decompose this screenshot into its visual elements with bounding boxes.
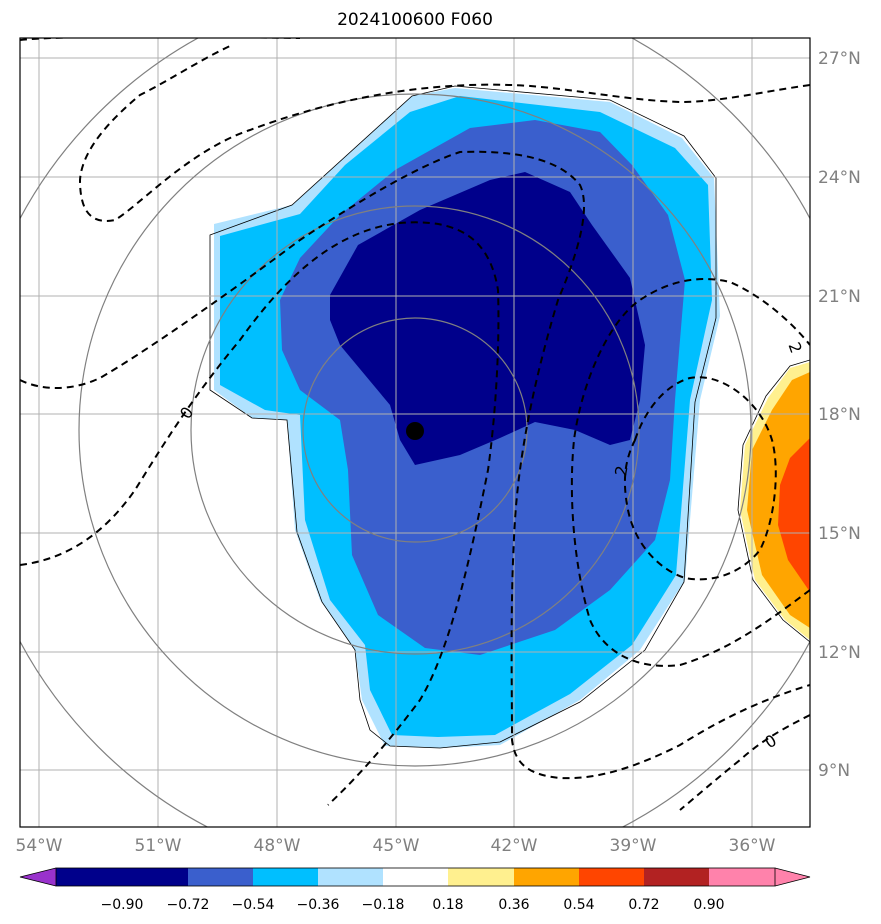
lon-label: 54°W — [16, 836, 63, 856]
anomaly-outline — [209, 85, 717, 749]
lon-label: 42°W — [491, 836, 538, 856]
lat-label: 27°N — [818, 49, 861, 69]
lat-label: 18°N — [818, 405, 861, 425]
lat-lon-grid — [20, 38, 810, 827]
contour-label-2-inner: 2 — [611, 464, 631, 477]
colorbar-tick-label: 0.54 — [563, 897, 594, 913]
longitude-labels: 54°W 51°W 48°W 45°W 42°W 39°W 36°W — [16, 836, 776, 856]
lon-label: 51°W — [135, 836, 182, 856]
colorbar-segment — [318, 868, 383, 886]
lon-label: 45°W — [373, 836, 420, 856]
colorbar-over-triangle — [775, 868, 810, 886]
colorbar-segment — [709, 868, 775, 886]
lat-label: 24°N — [818, 168, 861, 188]
lon-label: 39°W — [610, 836, 657, 856]
anomaly-fill-red-orange — [778, 438, 810, 592]
latitude-labels: 27°N 24°N 21°N 18°N 15°N 12°N 9°N — [818, 49, 861, 781]
colorbar-tick-label: −0.36 — [297, 897, 340, 913]
plot-frame — [19, 37, 811, 828]
colorbar-segment — [644, 868, 709, 886]
lon-label: 48°W — [254, 836, 301, 856]
contour-label-2-east: 2 — [784, 340, 805, 356]
contour-line-north — [20, 38, 300, 41]
colorbar-tick-label: −0.72 — [167, 897, 210, 913]
colorbar: −0.90 −0.72 −0.54 −0.36 −0.18 0.18 0.36 … — [19, 867, 811, 913]
colorbar-segment — [448, 868, 514, 886]
contour-line-southeast — [679, 714, 810, 811]
colorbar-segment — [56, 868, 122, 886]
lon-label: 36°W — [729, 836, 776, 856]
map-plot-area — [20, 38, 810, 827]
colorbar-tick-label: 0.36 — [498, 897, 529, 913]
colorbar-tick-label: −0.18 — [362, 897, 405, 913]
lat-label: 15°N — [818, 524, 861, 544]
storm-center-marker — [406, 422, 424, 440]
map-title: 2024100600 F060 — [337, 10, 493, 30]
colorbar-under-triangle — [20, 868, 56, 886]
colorbar-segment — [122, 868, 188, 886]
lat-label: 12°N — [818, 643, 861, 663]
dashed-contours — [20, 38, 810, 811]
colorbar-segment — [514, 868, 579, 886]
colorbar-segment — [253, 868, 318, 886]
lat-label: 9°N — [818, 761, 850, 781]
colorbar-tick-label: −0.54 — [232, 897, 275, 913]
colorbar-tick-label: 0.90 — [693, 897, 724, 913]
colorbar-tick-label: −0.90 — [101, 897, 144, 913]
contour-line-zero — [20, 221, 500, 806]
contour-line-east-outer — [570, 278, 810, 667]
colorbar-segment — [383, 868, 448, 886]
lat-label: 21°N — [818, 287, 861, 307]
colorbar-tick-label: 0.18 — [432, 897, 463, 913]
colorbar-tick-label: 0.72 — [628, 897, 659, 913]
colorbar-segment — [579, 868, 644, 886]
contour-line-central — [20, 150, 810, 780]
colorbar-segment — [188, 868, 253, 886]
contour-line-east-inner — [623, 376, 777, 581]
anomaly-fill-dark-blue — [330, 172, 645, 465]
